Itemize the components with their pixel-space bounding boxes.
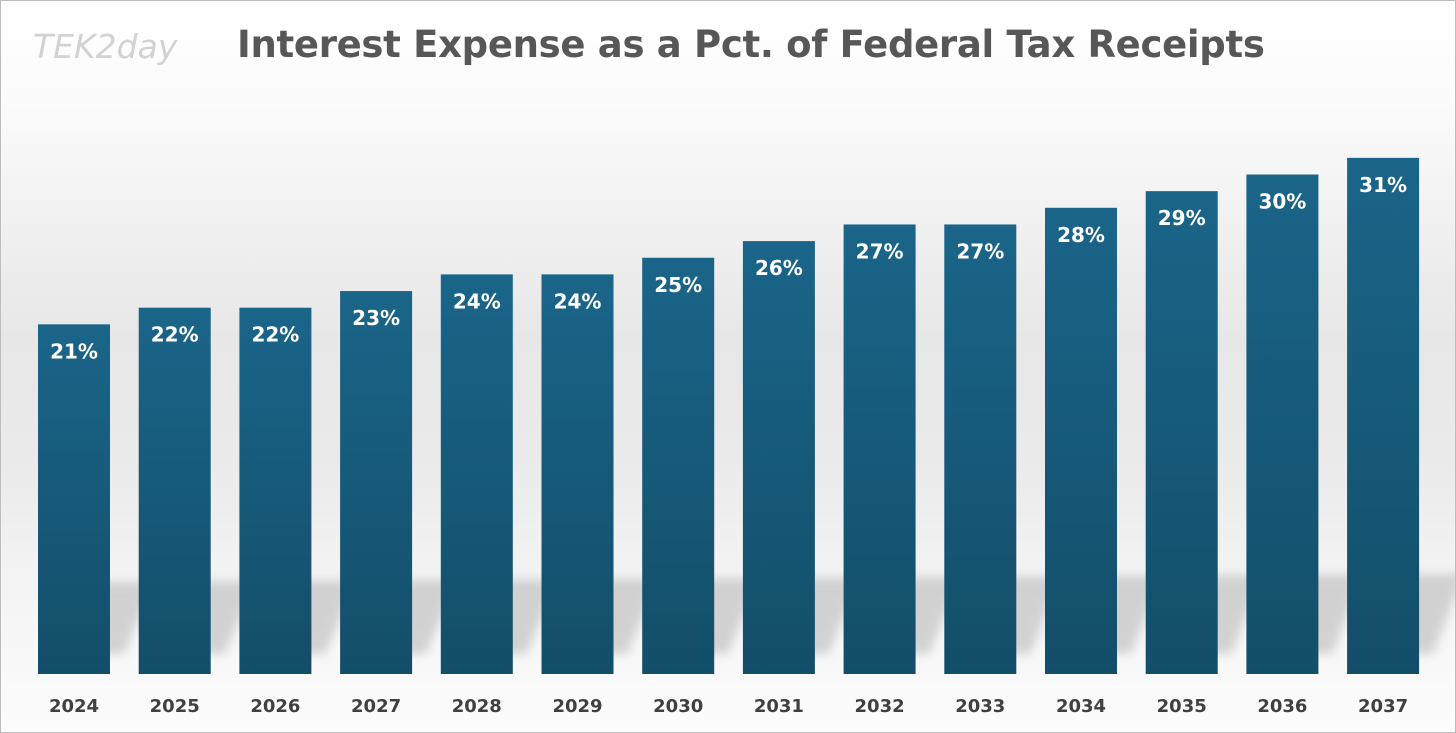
data-label-2028: 24% (453, 289, 501, 313)
bars-group (38, 157, 1420, 675)
data-label-2025: 22% (151, 323, 199, 347)
data-label-2031: 26% (755, 256, 803, 280)
data-labels-group: 21% 22% 22% 23% 24% 24% 25% 26% 27% 27% 28% 29% 30% 3… (50, 173, 1407, 364)
x-tick-2031: 2031 (754, 696, 804, 717)
x-tick-2034: 2034 (1056, 696, 1106, 717)
brand-logo: TEK2day (33, 27, 178, 66)
data-label-2033: 27% (956, 239, 1004, 263)
bar-2037 (1347, 157, 1420, 675)
data-label-2035: 29% (1158, 206, 1206, 230)
bar-2030 (642, 257, 715, 674)
x-tick-2027: 2027 (351, 696, 401, 717)
x-tick-2030: 2030 (653, 696, 703, 717)
bar-2029 (541, 274, 614, 674)
x-tick-2024: 2024 (49, 696, 99, 717)
data-label-2027: 23% (352, 306, 400, 330)
data-label-2030: 25% (654, 273, 702, 297)
bar-2034 (1045, 207, 1117, 675)
bar-2024 (38, 324, 110, 674)
bar-2026 (239, 307, 312, 674)
x-tick-2033: 2033 (955, 696, 1005, 717)
bar-2031 (742, 241, 815, 674)
data-label-2032: 27% (856, 239, 904, 263)
x-axis-ticks: 2024 2025 2026 2027 2028 2029 2030 2031 2032 2033… (49, 696, 1408, 717)
data-label-2034: 28% (1057, 223, 1105, 247)
data-label-2024: 21% (50, 339, 98, 363)
bar-2033 (944, 224, 1017, 674)
x-tick-2037: 2037 (1358, 696, 1408, 717)
x-tick-2026: 2026 (250, 696, 300, 717)
bar-2028 (440, 274, 513, 674)
data-label-2036: 30% (1258, 190, 1306, 214)
data-label-2029: 24% (554, 289, 602, 313)
x-tick-2029: 2029 (552, 696, 602, 717)
bar-2035 (1145, 191, 1218, 674)
bar-2036 (1246, 174, 1319, 674)
bar-2027 (340, 291, 413, 674)
x-tick-2028: 2028 (452, 696, 502, 717)
data-label-2026: 22% (251, 323, 299, 347)
x-tick-2025: 2025 (150, 696, 200, 717)
bar-2025 (138, 307, 211, 674)
data-label-2037: 31% (1359, 173, 1407, 197)
x-tick-2036: 2036 (1257, 696, 1307, 717)
x-tick-2032: 2032 (855, 696, 905, 717)
chart-title: Interest Expense as a Pct. of Federal Ta… (237, 23, 1265, 66)
bar-2032 (843, 224, 916, 674)
x-tick-2035: 2035 (1157, 696, 1207, 717)
